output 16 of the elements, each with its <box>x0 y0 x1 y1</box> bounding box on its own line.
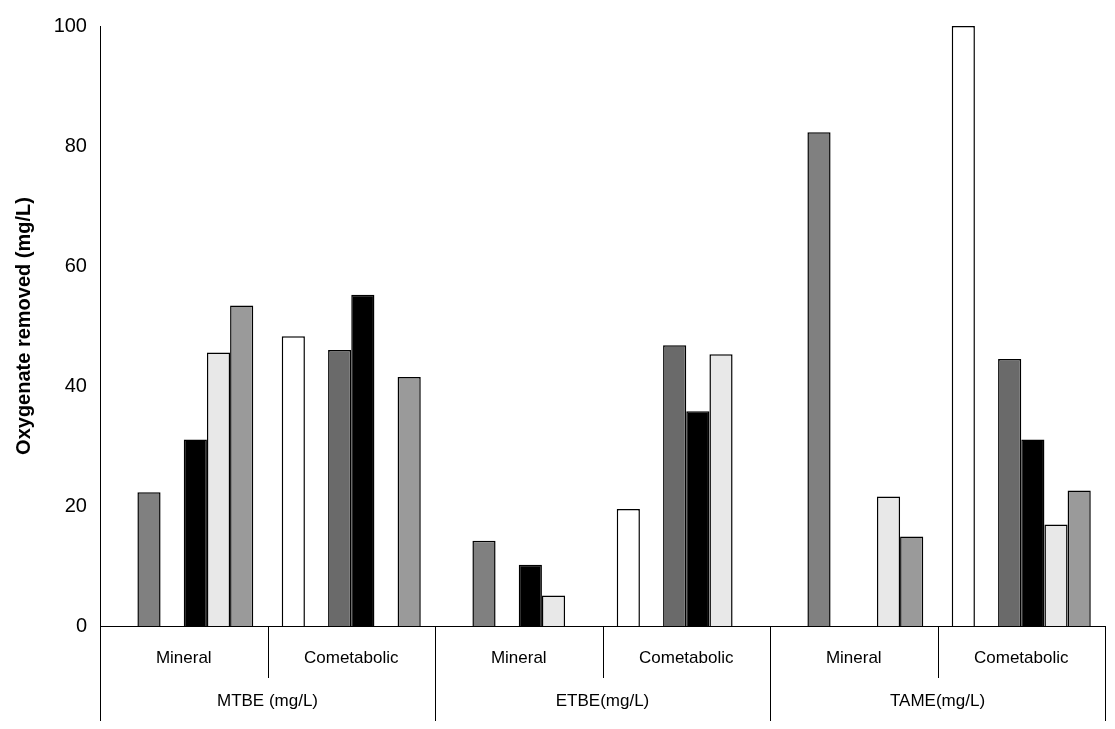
x-tick-label: Cometabolic <box>639 647 734 667</box>
x-tick-label: Cometabolic <box>974 647 1069 667</box>
y-tick-label: 60 <box>64 253 87 276</box>
y-tick-label: 80 <box>64 133 87 156</box>
x-tick-label: Mineral <box>155 647 212 667</box>
y-tick-label: 0 <box>75 613 87 636</box>
y-axis-title: Oxygenate removed (mg/L) <box>11 197 34 455</box>
text: ETBE(mg/L) <box>555 690 650 710</box>
x-tick-label: Mineral <box>490 647 547 667</box>
x-tick-label: Cometabolic <box>304 647 399 667</box>
y-tick-label: 40 <box>64 373 87 396</box>
y-tick-label: 20 <box>64 493 87 516</box>
y-tick-label: 100 <box>53 13 87 36</box>
x-tick-label: Mineral <box>825 647 882 667</box>
text: TAME(mg/L) <box>889 690 986 710</box>
text: MTBE (mg/L) <box>216 690 319 710</box>
